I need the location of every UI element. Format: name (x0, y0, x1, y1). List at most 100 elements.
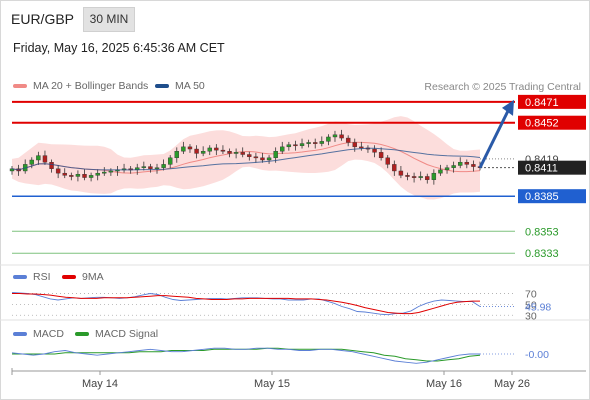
candle-body (200, 151, 206, 154)
candle-body (108, 170, 114, 173)
candle-body (75, 174, 81, 177)
candle-body (187, 146, 193, 150)
candle-body (266, 157, 272, 161)
legend-macd-signal: MACD Signal (75, 328, 158, 340)
candle-body (471, 164, 476, 167)
ma50-label: MA 50 (175, 80, 205, 92)
candle-body (181, 146, 186, 152)
rsi-ma-label: 9MA (82, 271, 104, 283)
level-label: 0.8333 (525, 248, 559, 260)
rsi-level-label: 50 (525, 299, 537, 311)
candle-body (332, 134, 338, 138)
candle-body (42, 155, 48, 163)
candle-body (425, 176, 430, 180)
forecast-arrow-shaft (478, 110, 510, 169)
candle-body (280, 146, 285, 152)
candle-body (293, 144, 298, 147)
candle-body (154, 167, 160, 170)
legend-ma50: MA 50 (155, 80, 205, 92)
candle-body (326, 136, 331, 142)
x-axis-tick-label: May 16 (426, 378, 462, 390)
candle-body (464, 161, 470, 165)
rsi-swatch (13, 275, 27, 279)
candle-body (431, 172, 437, 180)
macd-signal-label: MACD Signal (95, 328, 159, 340)
legend-ma20: MA 20 + Bollinger Bands (13, 80, 148, 92)
candle-body (359, 146, 364, 149)
macd-label: MACD (33, 328, 64, 340)
candle-body (88, 175, 94, 178)
candle-body (214, 147, 219, 151)
timeframe-badge[interactable]: 30 MIN (83, 7, 135, 32)
candle-body (392, 164, 397, 172)
forecast-arrow-head (502, 99, 514, 116)
legend-rsi-ma: 9MA (62, 271, 104, 283)
instrument-symbol: EUR/GBP (11, 11, 75, 27)
candle-body (161, 164, 166, 168)
candle-body (299, 143, 305, 146)
rsi-level-label: 30 (525, 310, 537, 322)
candle-body (313, 142, 318, 144)
macd-line (11, 347, 480, 364)
candle-body (444, 167, 450, 171)
candle-body (49, 161, 54, 169)
bollinger-band (12, 116, 480, 200)
candle-body (227, 151, 232, 154)
macd-value-label: -0.00 (525, 349, 549, 361)
candle-body (372, 148, 377, 153)
rsi-ma-line (12, 293, 480, 315)
candle-body (273, 151, 278, 159)
candle-body (260, 157, 265, 161)
research-credit: Research © 2025 Trading Central (424, 81, 581, 93)
x-axis-tick-label: May 14 (82, 378, 118, 390)
candle-body (62, 172, 67, 176)
level-label-bg (518, 160, 586, 175)
candle-body (405, 175, 410, 177)
candle-body (253, 156, 259, 159)
level-label: 0.8385 (525, 191, 559, 203)
candle-body (55, 168, 61, 174)
rsi-line (11, 291, 481, 316)
candle-body (240, 152, 245, 155)
candle-body (247, 154, 252, 157)
x-axis-tick-label: May 15 (254, 378, 290, 390)
candle-body (95, 172, 100, 176)
candle-body (167, 157, 173, 165)
candle-body (102, 171, 107, 174)
ma20-swatch (13, 84, 27, 88)
candle-body (398, 170, 404, 176)
level-label: 0.8411 (525, 163, 558, 175)
ma50-line (11, 147, 481, 171)
report-datetime: Friday, May 16, 2025 6:45:36 AM CET (13, 41, 225, 55)
level-label-bg (518, 189, 586, 204)
rsi-label: RSI (33, 271, 51, 283)
candle-body (82, 174, 87, 178)
level-label: 0.8353 (525, 226, 559, 238)
level-label: 0.8471 (525, 97, 559, 109)
rsi-ma-swatch (62, 275, 76, 279)
macd-signal-swatch (75, 332, 89, 336)
candle-body (451, 165, 456, 168)
candle-body (141, 166, 147, 168)
candle-body (319, 141, 325, 144)
candle-body (352, 142, 357, 148)
candle-body (174, 151, 179, 159)
level-label-bg (518, 115, 586, 130)
macd-signal-line (12, 347, 481, 362)
candle-body (69, 175, 74, 177)
candle-body (345, 137, 351, 143)
rsi-level-label: 70 (525, 288, 537, 300)
ma20-label: MA 20 + Bollinger Bands (33, 80, 149, 92)
candle-body (378, 152, 384, 159)
level-label-bg (518, 94, 586, 109)
candle-body (339, 134, 344, 139)
candle-body (220, 149, 226, 152)
legend-macd: MACD (13, 328, 64, 340)
candle-body (306, 142, 311, 144)
candle-body (207, 147, 212, 152)
candle-body (194, 148, 199, 154)
candle-body (385, 157, 390, 165)
candle-body (411, 176, 417, 178)
candle-body (233, 152, 239, 154)
